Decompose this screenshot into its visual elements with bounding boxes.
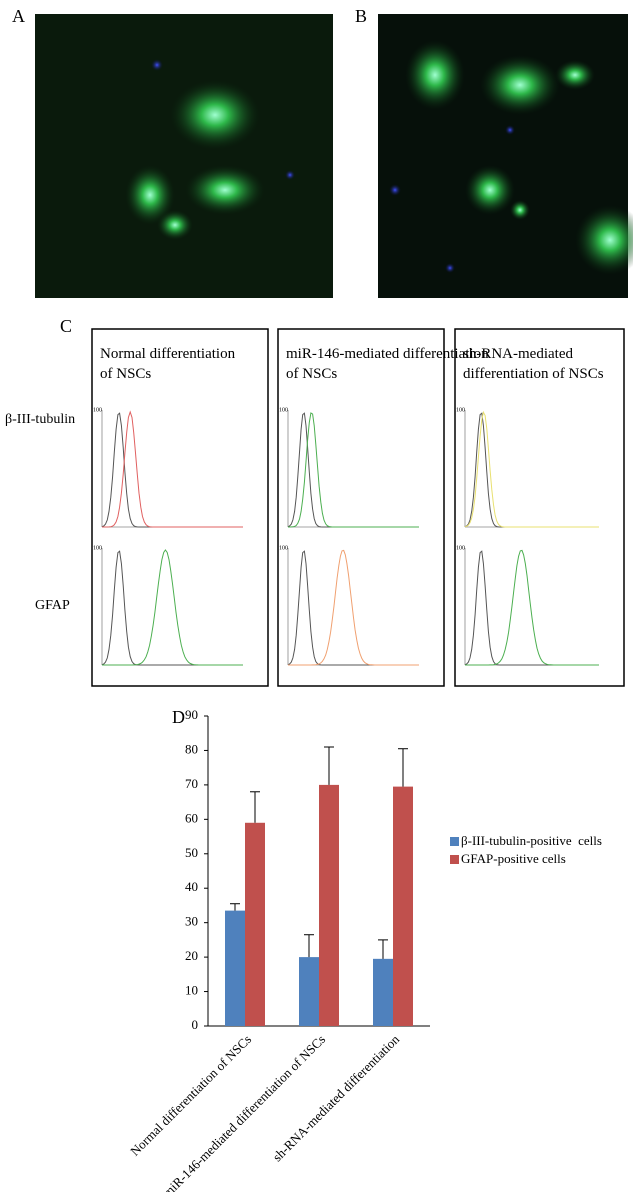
histogram-box [277, 328, 445, 687]
y-tick-label: 80 [185, 741, 198, 756]
bar [299, 957, 319, 1026]
histogram-curve [287, 412, 419, 528]
bar [245, 822, 265, 1026]
histogram-axis-label: 100 [456, 407, 465, 413]
row-label: β-III-tubulin [5, 412, 75, 427]
micrograph-a [35, 14, 333, 298]
panel-label: D [172, 707, 185, 727]
legend-swatch [450, 837, 459, 846]
y-tick-label: 30 [185, 914, 198, 929]
histogram-curve [464, 550, 599, 666]
histogram-curve [465, 549, 599, 666]
y-tick-label: 10 [185, 983, 198, 998]
histogram-curve [288, 549, 419, 666]
histogram-curve [288, 412, 419, 528]
histogram-axis-label: 100 [279, 407, 288, 413]
histogram-axis-label: 100 [456, 545, 465, 551]
y-tick-label: 90 [185, 707, 198, 722]
histogram-curve [464, 412, 599, 528]
x-tick-label: miR-146-mediated differentiation of NSCs [160, 1032, 328, 1192]
histogram-box [91, 328, 269, 687]
histogram-axis-label: 100 [93, 407, 102, 413]
histogram-axis-label: 100 [279, 545, 288, 551]
bar [373, 958, 393, 1026]
y-tick-label: 20 [185, 948, 198, 963]
histogram-curve [102, 549, 243, 666]
panel-label: A [12, 6, 25, 26]
y-tick-label: 40 [185, 879, 198, 894]
histogram-axis-label: 100 [93, 545, 102, 551]
panel-label: B [355, 6, 367, 26]
bar [225, 910, 245, 1026]
x-tick-label: Normal differentiation of NSCs [127, 1032, 254, 1159]
legend-label: β-III-tubulin-positive cells [461, 833, 602, 848]
y-tick-label: 70 [185, 776, 198, 791]
y-tick-label: 0 [192, 1017, 199, 1032]
box-title: miR-146-mediated differentiation of NSCs [286, 346, 489, 382]
box-title: Normal differentiation of NSCs [100, 346, 236, 382]
histogram-curve [287, 550, 419, 666]
bar [393, 786, 413, 1026]
histogram-curve [101, 550, 243, 666]
histogram-curve [102, 410, 243, 528]
y-tick-label: 60 [185, 810, 198, 825]
legend-swatch [450, 855, 459, 864]
bar [319, 784, 339, 1026]
micrograph-b [378, 14, 633, 298]
histogram-curve [464, 410, 599, 528]
legend-label: GFAP-positive cells [461, 851, 566, 866]
x-tick-label: sh-RNA-mediated differentiation [270, 1031, 403, 1164]
y-tick-label: 50 [185, 845, 198, 860]
histogram-box [454, 328, 625, 687]
panel-label: C [60, 316, 72, 336]
row-label: GFAP [35, 598, 70, 613]
box-title: sh-RNA-mediated differentiation of NSCs [463, 346, 604, 382]
